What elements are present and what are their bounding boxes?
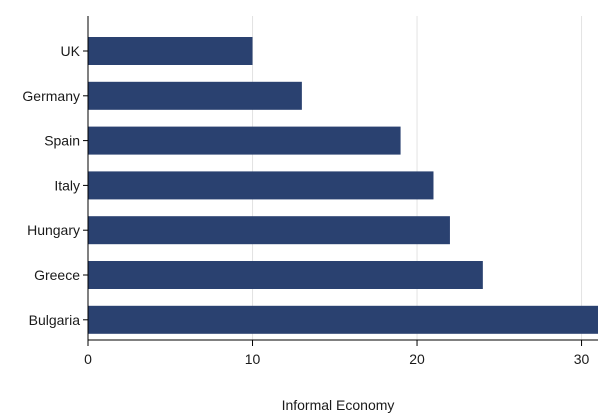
y-tick-label-uk: UK	[61, 43, 81, 59]
bars	[88, 37, 598, 334]
bar-italy	[88, 171, 434, 200]
bar-uk	[88, 37, 253, 65]
y-tick-label-bulgaria: Bulgaria	[29, 312, 81, 328]
y-tick-label-greece: Greece	[34, 267, 80, 283]
y-tick-label-hungary: Hungary	[27, 222, 80, 238]
x-axis-title: Informal Economy	[282, 397, 395, 413]
bar-hungary	[88, 216, 450, 245]
y-tick-label-spain: Spain	[44, 133, 80, 149]
bar-germany	[88, 81, 302, 110]
y-tick-labels: UK Germany Spain Italy Hungary Greece Bulgaria	[22, 43, 88, 328]
x-tick-label-30: 30	[574, 351, 590, 367]
x-tick-label-10: 10	[245, 351, 261, 367]
bar-greece	[88, 261, 483, 289]
x-tick-label-20: 20	[409, 351, 425, 367]
bar-bulgaria	[88, 305, 598, 334]
bar-spain	[88, 126, 401, 155]
y-tick-label-germany: Germany	[22, 88, 80, 104]
x-tick-labels: 0 10 20 30	[84, 340, 590, 367]
y-tick-label-italy: Italy	[54, 177, 80, 193]
x-tick-label-0: 0	[84, 351, 92, 367]
